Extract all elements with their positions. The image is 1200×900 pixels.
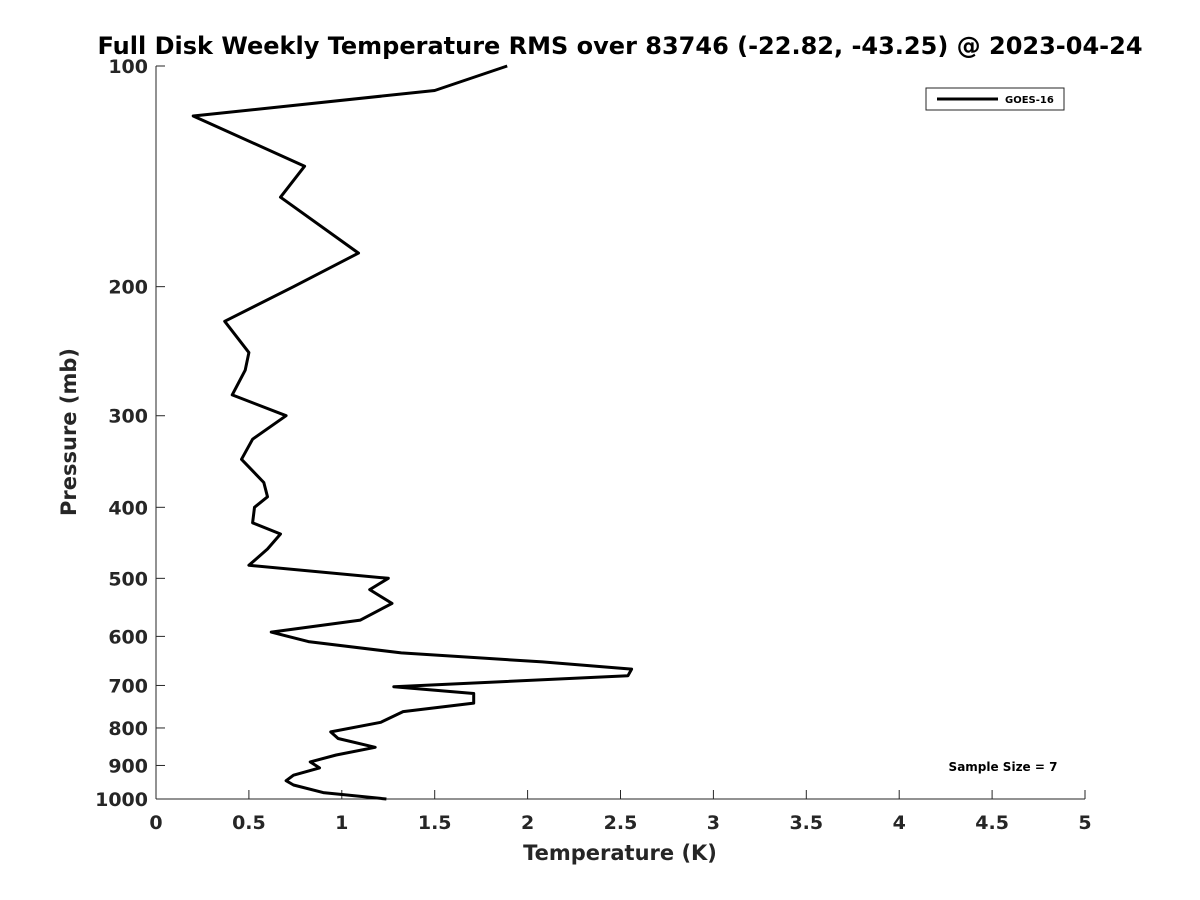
x-tick-label: 3.5: [789, 812, 823, 834]
y-axis-label: Pressure (mb): [57, 348, 81, 516]
plot-area: 0 0.5 1 1.5 2 2.5 3 3.5 4 4.5 5 100 200 300 400 500 600…: [95, 56, 1092, 834]
y-tick-label: 1000: [95, 789, 148, 811]
x-tick-label: 0.5: [232, 812, 266, 834]
series-line-goes-16: [191, 64, 634, 801]
x-tick-label: 2.5: [604, 812, 638, 834]
x-tick-label: 2: [521, 812, 534, 834]
y-tick-label: 700: [108, 675, 148, 697]
sample-size-annotation: Sample Size = 7: [949, 760, 1058, 774]
x-axis-label: Temperature (K): [523, 841, 717, 865]
y-tick-label: 300: [108, 406, 148, 428]
y-ticks: 100 200 300 400 500 600 700 800 900 1000: [95, 56, 165, 811]
x-tick-label: 0: [149, 812, 162, 834]
series-layer: [191, 64, 634, 801]
y-tick-label: 400: [108, 497, 148, 519]
x-tick-label: 5: [1078, 812, 1091, 834]
x-tick-label: 4.5: [975, 812, 1009, 834]
y-tick-label: 800: [108, 718, 148, 740]
y-tick-label: 900: [108, 755, 148, 777]
x-tick-label: 4: [893, 812, 906, 834]
x-tick-label: 3: [707, 812, 720, 834]
x-ticks: 0 0.5 1 1.5 2 2.5 3 3.5 4 4.5 5: [149, 790, 1092, 834]
x-tick-label: 1: [335, 812, 348, 834]
legend-label-goes-16: GOES-16: [1005, 95, 1054, 106]
chart-title: Full Disk Weekly Temperature RMS over 83…: [97, 32, 1142, 60]
y-tick-label: 200: [108, 277, 148, 299]
y-tick-label: 500: [108, 568, 148, 590]
x-tick-label: 1.5: [418, 812, 452, 834]
y-tick-label: 100: [108, 56, 148, 78]
legend: GOES-16: [925, 87, 1065, 111]
y-tick-label: 600: [108, 626, 148, 648]
